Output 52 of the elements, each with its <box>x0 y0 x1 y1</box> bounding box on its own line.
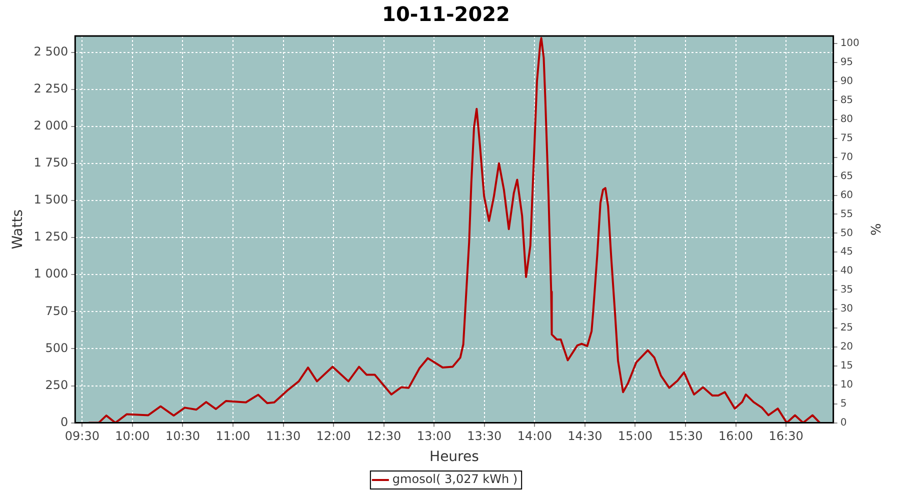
x-tick-label: 16:30 <box>768 429 804 444</box>
x-tick-label: 13:30 <box>467 429 502 444</box>
x-axis-title: Heures <box>430 449 479 466</box>
x-tick-label: 11:30 <box>266 429 301 444</box>
x-tick-label: 14:00 <box>517 429 552 444</box>
y2-tick-label: 55 <box>840 208 854 220</box>
y2-tick-label: 20 <box>840 342 854 353</box>
y2-tick-label: 80 <box>840 114 854 126</box>
y2-tick-label: 50 <box>840 228 854 239</box>
y2-axis-title: % <box>866 223 882 236</box>
x-tick-label: 09:30 <box>64 429 100 444</box>
x-tick-label: 16:00 <box>718 429 754 444</box>
x-tick-label: 11:00 <box>216 429 250 444</box>
x-tick-label: 12:00 <box>316 429 351 444</box>
y-axis-title: Watts <box>10 209 26 250</box>
y-tick-label: 1 750 <box>34 156 68 170</box>
y2-tick-label: 40 <box>840 266 854 277</box>
y-tick-label: 2 500 <box>34 44 68 58</box>
y-tick-label: 500 <box>45 340 68 355</box>
y-tick-label: 1 250 <box>34 230 68 244</box>
y-tick-label: 750 <box>45 304 68 318</box>
x-tick-label: 14:30 <box>568 429 602 444</box>
y-tick-label: 250 <box>45 378 68 392</box>
x-tick-label: 15:30 <box>668 429 703 444</box>
y2-tick-label: 65 <box>840 170 854 182</box>
y2-tick-label: 95 <box>840 57 854 68</box>
y-tick-label: 2 000 <box>34 118 68 133</box>
y-tick-label: 1 000 <box>34 266 68 281</box>
x-tick-label: 12:30 <box>366 429 402 444</box>
chart-title: 10-11-2022 <box>382 2 510 26</box>
y2-tick-label: 90 <box>840 76 854 88</box>
y2-tick-label: 85 <box>840 95 854 106</box>
y2-tick-label: 15 <box>840 360 854 372</box>
x-tick-label: 15:00 <box>618 429 653 444</box>
y2-tick-label: 5 <box>840 398 847 410</box>
y2-tick-label: 45 <box>840 246 854 258</box>
y-tick-label: 1 500 <box>34 192 68 207</box>
x-tick-label: 13:00 <box>416 429 452 444</box>
y2-tick-label: 35 <box>840 284 854 296</box>
y2-tick-label: 60 <box>840 190 854 201</box>
x-tick-label: 10:00 <box>115 429 150 444</box>
y2-tick-label: 25 <box>840 322 854 334</box>
legend-label: gmosol( 3,027 kWh ) <box>392 472 518 486</box>
x-tick-label: 10:30 <box>165 429 200 444</box>
y-tick-label: 0 <box>60 414 68 429</box>
y2-tick-label: 30 <box>840 304 854 315</box>
y2-tick-label: 0 <box>840 417 847 428</box>
y2-tick-label: 100 <box>840 38 860 50</box>
y-tick-label: 2 250 <box>34 81 68 96</box>
y2-tick-label: 10 <box>840 379 854 390</box>
y2-tick-label: 70 <box>840 152 854 163</box>
y2-tick-label: 75 <box>840 132 854 144</box>
